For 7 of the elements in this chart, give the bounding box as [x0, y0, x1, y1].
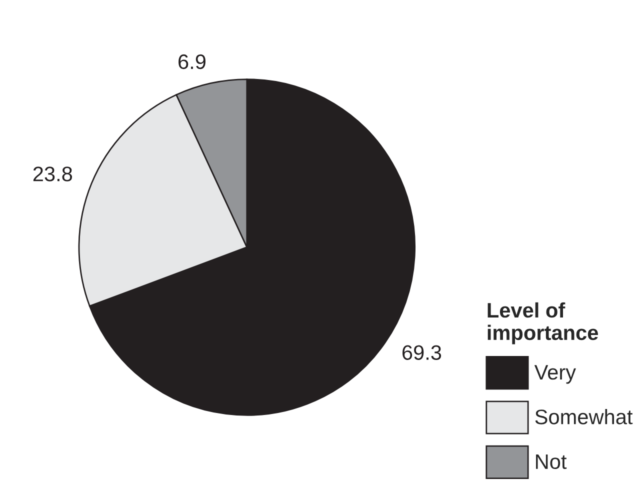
data-label: 6.9	[178, 54, 206, 70]
legend-label: Somewhat	[535, 409, 633, 424]
legend-label: Very	[534, 365, 576, 384]
legend-label: Not	[536, 454, 567, 470]
data-label: 23.8	[33, 166, 72, 182]
data-label: 69.3	[402, 345, 442, 360]
legend-title: Level of importance	[488, 302, 598, 344]
